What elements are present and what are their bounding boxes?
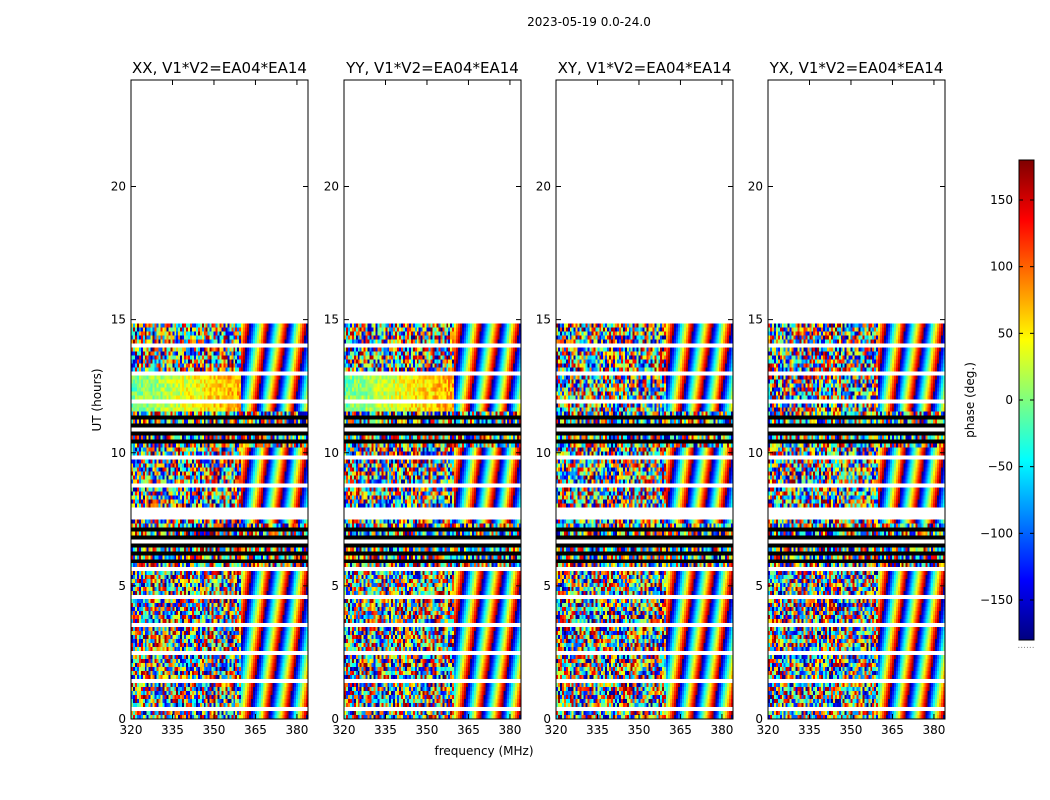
panel-title: XY, V1*V2=EA04*EA14 [558,59,732,77]
panels: XX, V1*V2=EA04*EA14 320 335 350 365 380 0 5 10 15… [111,59,946,737]
y-tick-label: 5 [331,579,339,593]
x-tick-label: 335 [798,723,821,737]
y-tick-label: 15 [324,313,339,327]
panel-frame [767,79,946,720]
x-tick-label: 365 [669,723,692,737]
y-tick-label: 10 [324,446,339,460]
y-tick-label: 15 [111,313,126,327]
y-tick-label: 0 [118,712,126,726]
x-tick-label: 365 [881,723,904,737]
x-tick-label: 320 [757,723,780,737]
colorbar-tick-label: 0 [1005,393,1013,407]
panel-frame [130,79,309,720]
colorbar: 150 100 50 0 −50 −100 −150 [980,159,1035,641]
panel-3: YX, V1*V2=EA04*EA14 320 335 350 365 380 0 5 10 15… [748,59,946,737]
y-tick-label: 5 [118,579,126,593]
x-tick-label: 380 [922,723,945,737]
panel-1: YY, V1*V2=EA04*EA14 320 335 350 365 380 0 5 10 15… [324,59,522,737]
colorbar-tick-label: 150 [990,193,1013,207]
panel-frame [555,79,734,720]
x-tick-label: 335 [161,723,184,737]
x-tick-label: 365 [244,723,267,737]
y-tick-label: 0 [755,712,763,726]
x-tick-label: 320 [333,723,356,737]
x-tick-label: 350 [628,723,651,737]
y-tick-label: 5 [755,579,763,593]
x-tick-label: 335 [586,723,609,737]
panel-frame [343,79,522,720]
x-tick-label: 365 [457,723,480,737]
x-tick-label: 320 [120,723,143,737]
x-tick-label: 320 [545,723,568,737]
colorbar-tick-label: 100 [990,260,1013,274]
y-axis-label: UT (hours) [90,368,104,431]
x-tick-label: 350 [416,723,439,737]
x-axis-label: frequency (MHz) [434,744,533,758]
panel-title: XX, V1*V2=EA04*EA14 [132,59,307,77]
heatmap-image [768,80,945,719]
y-tick-label: 10 [111,446,126,460]
heatmap-image [344,80,521,719]
colorbar-label: phase (deg.) [963,362,977,438]
heatmap-image [131,80,308,719]
y-tick-label: 0 [331,712,339,726]
panel-2: XY, V1*V2=EA04*EA14 320 335 350 365 380 0 5 10 15… [536,59,734,737]
figure-suptitle: 2023-05-19 0.0-24.0 [527,15,651,29]
x-tick-label: 335 [374,723,397,737]
y-tick-label: 20 [111,180,126,194]
colorbar-extra-label: ...... [1017,641,1034,651]
y-tick-label: 20 [536,180,551,194]
x-tick-label: 380 [710,723,733,737]
x-tick-label: 350 [840,723,863,737]
x-tick-label: 380 [498,723,521,737]
x-tick-label: 350 [203,723,226,737]
y-tick-label: 20 [324,180,339,194]
y-tick-label: 10 [536,446,551,460]
y-tick-label: 15 [748,313,763,327]
x-tick-label: 380 [285,723,308,737]
y-tick-label: 0 [543,712,551,726]
panel-title: YY, V1*V2=EA04*EA14 [345,59,519,77]
colorbar-tick-label: −150 [980,593,1013,607]
y-tick-label: 5 [543,579,551,593]
y-tick-label: 15 [536,313,551,327]
colorbar-tick-label: 50 [998,326,1013,340]
colorbar-tick-label: −100 [980,526,1013,540]
heatmap-image [556,80,733,719]
y-tick-label: 10 [748,446,763,460]
colorbar-tick-label: −50 [988,460,1013,474]
y-tick-label: 20 [748,180,763,194]
panel-0: XX, V1*V2=EA04*EA14 320 335 350 365 380 0 5 10 15… [111,59,309,737]
panel-title: YX, V1*V2=EA04*EA14 [769,59,944,77]
